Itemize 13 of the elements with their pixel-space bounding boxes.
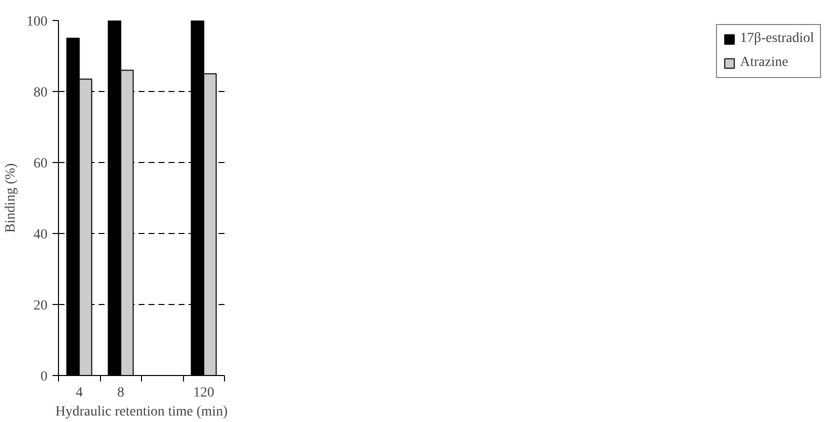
y-tick-label: 40 <box>34 228 48 242</box>
y-tick-label: 20 <box>34 298 48 314</box>
y-tick-label: 100 <box>26 14 48 30</box>
y-tick-label: 60 <box>34 156 48 172</box>
x-tick-label: 8 <box>117 386 124 400</box>
legend-label: Atrazine <box>740 55 788 71</box>
y-tick-label: 80 <box>34 86 48 100</box>
y-tick-label: 0 <box>40 370 48 384</box>
x-tick-label: 120 <box>193 386 214 400</box>
x-axis-title: Hydraulic retention time (min) <box>55 404 228 420</box>
y-axis-title: Binding (%) <box>4 162 18 233</box>
legend-label: 17β-estradiol <box>740 31 814 47</box>
x-tick-label: 4 <box>76 386 83 400</box>
